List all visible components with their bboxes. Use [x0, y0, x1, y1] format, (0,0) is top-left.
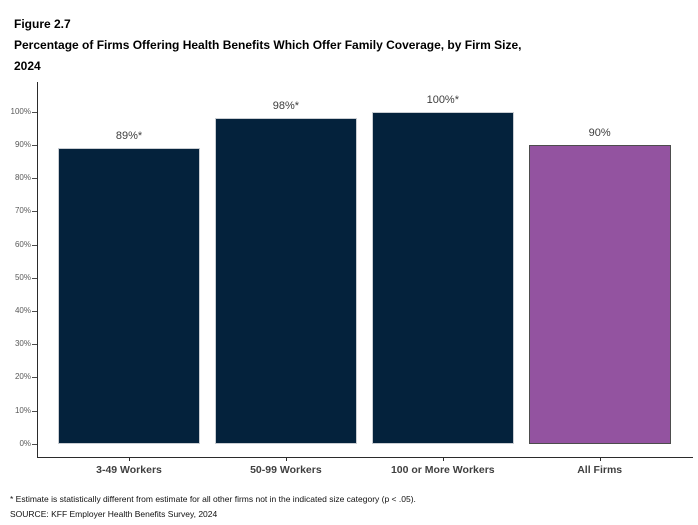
- x-tick-mark: [129, 456, 130, 461]
- chart-title-line-1: Percentage of Firms Offering Health Bene…: [14, 38, 522, 52]
- y-tick-mark: [32, 277, 37, 279]
- category-label-all-firms: All Firms: [577, 464, 623, 476]
- x-tick-mark: [599, 456, 601, 461]
- y-tick-mark: [32, 144, 37, 146]
- bar-all-firms: [528, 144, 671, 444]
- value-label-3-49-workers: 89%*: [115, 130, 143, 143]
- value-label-100-or-more-workers: 100%*: [426, 93, 459, 106]
- footnotes: * Estimate is statistically different fr…: [10, 492, 690, 522]
- category-label-3-49-workers: 3-49 Workers: [96, 464, 162, 476]
- y-tick-mark: [32, 443, 37, 445]
- y-tick-mark: [32, 410, 37, 412]
- y-tick-label: 50%: [14, 272, 31, 282]
- y-axis-line: [37, 82, 38, 457]
- y-tick-label: 70%: [14, 206, 31, 216]
- y-tick-label: 30%: [14, 339, 31, 349]
- category-label-100-or-more-workers: 100 or More Workers: [390, 464, 495, 476]
- y-tick-label: 60%: [14, 239, 31, 249]
- footnote-source: SOURCE: KFF Employer Health Benefits Sur…: [10, 509, 218, 519]
- y-tick-label: 90%: [14, 139, 31, 149]
- y-tick-mark: [32, 344, 37, 346]
- y-tick-mark: [32, 377, 37, 379]
- x-tick-mark: [285, 456, 287, 461]
- bar-50-99-workers: [214, 118, 357, 444]
- y-tick-mark: [32, 244, 37, 246]
- title-block: Figure 2.7 Percentage of Firms Offering …: [14, 14, 664, 77]
- bar-100-or-more-workers: [371, 111, 514, 444]
- y-tick-mark: [32, 211, 37, 213]
- x-axis-line: [37, 456, 693, 458]
- figure-number: Figure 2.7: [14, 17, 71, 31]
- y-tick-mark: [32, 111, 37, 113]
- y-tick-mark: [32, 310, 37, 312]
- x-tick-mark: [442, 456, 444, 461]
- y-tick-label: 0%: [19, 438, 31, 448]
- y-tick-label: 10%: [14, 405, 31, 415]
- value-label-50-99-workers: 98%*: [272, 100, 300, 113]
- value-label-all-firms: 90%: [588, 126, 611, 139]
- y-tick-label: 80%: [14, 173, 31, 183]
- footnote-significance: * Estimate is statistically different fr…: [10, 494, 416, 504]
- y-tick-label: 100%: [10, 106, 31, 116]
- y-tick-mark: [32, 178, 37, 180]
- bar-3-49-workers: [58, 148, 200, 444]
- chart-title-line-2: 2024: [14, 59, 41, 73]
- y-tick-label: 20%: [14, 372, 31, 382]
- category-label-50-99-workers: 50-99 Workers: [250, 464, 322, 476]
- y-tick-label: 40%: [14, 305, 31, 315]
